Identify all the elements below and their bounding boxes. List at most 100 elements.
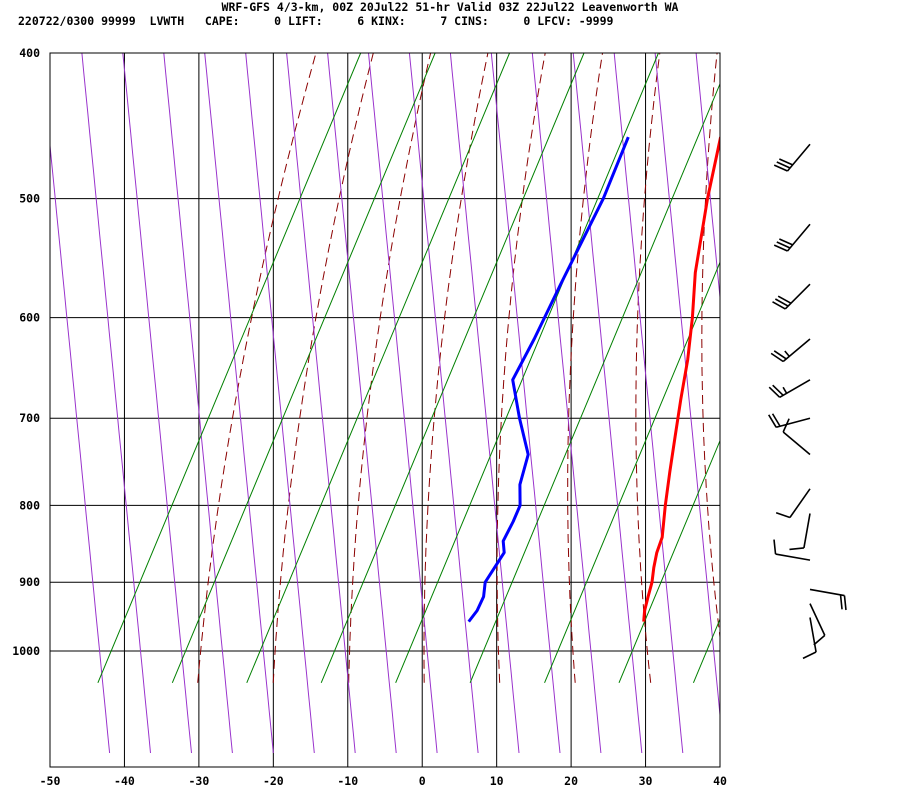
- y-tick-label: 500: [19, 192, 40, 206]
- wind-barb-flag: [768, 414, 777, 428]
- wind-barb-flag: [779, 158, 793, 166]
- dry-adiabat-line: [701, 53, 720, 642]
- wind-barb-staff: [779, 379, 811, 399]
- wind-barb-flag: [776, 161, 791, 169]
- moist-adiabat-line: [204, 53, 274, 754]
- x-tick-label: 40: [713, 774, 727, 788]
- moist-adiabat-line: [408, 53, 479, 754]
- mixing-ratio-line: [395, 53, 659, 684]
- x-tick-label: -30: [188, 774, 209, 788]
- wind-barb-staff: [786, 143, 811, 172]
- chart-title: WRF-GFS 4/3-km, 00Z 20Jul22 51-hr Valid …: [221, 0, 679, 14]
- dewpoint-profile: [467, 136, 630, 623]
- wind-barbs: [768, 143, 847, 660]
- wind-barb-flag: [776, 241, 791, 249]
- moist-adiabat-line: [368, 53, 438, 754]
- y-tick-label: 900: [19, 575, 40, 589]
- mixing-ratio-line: [692, 617, 720, 684]
- axis-ticks: -50 -40 -30 -20 -10 0 10 20 30 40 400 500 600 700 800 9…: [12, 46, 727, 788]
- mixing-ratio-line: [320, 53, 585, 684]
- wind-barb-staff: [789, 488, 811, 518]
- mixing-ratio-line: [544, 261, 720, 684]
- dry-adiabat-line: [423, 53, 489, 683]
- temperature-profile: [642, 136, 720, 622]
- wind-barb-staff: [809, 603, 826, 636]
- wind-barb-flag: [773, 350, 787, 360]
- moist-adiabat-line: [81, 53, 151, 754]
- wind-barb-flag: [770, 352, 784, 363]
- moist-adiabat-line: [50, 140, 111, 754]
- dry-adiabat-line: [766, 53, 802, 683]
- plot-frame: [49, 52, 721, 768]
- wind-barb-flag: [784, 350, 790, 357]
- wind-barb-staff: [809, 617, 817, 653]
- y-tick-label: 600: [19, 311, 40, 325]
- wind-barb-staff: [786, 223, 811, 252]
- moist-adiabat-line: [695, 53, 720, 303]
- dry-adiabat-line: [828, 53, 877, 683]
- wind-barb-flag: [774, 298, 789, 307]
- wind-barb-staff: [809, 588, 845, 597]
- profiles: [467, 136, 720, 623]
- moist-adiabat-line: [163, 53, 233, 754]
- mixing-ratio-line: [618, 439, 720, 684]
- wind-barb-flag: [782, 386, 788, 394]
- background-lines: [50, 53, 900, 754]
- wind-barb-flag: [779, 238, 793, 246]
- dry-adiabat-line: [197, 53, 317, 683]
- sounding-stats: 220722/0300 99999 LVWTH CAPE: 0 LIFT: 6 …: [18, 14, 614, 28]
- wind-barb-flag: [775, 512, 791, 519]
- wind-barb-flag: [771, 413, 781, 427]
- wind-barb-flag: [789, 547, 805, 551]
- moist-adiabat-line: [572, 53, 643, 754]
- x-tick-label: 20: [564, 774, 578, 788]
- wind-barb-flag: [839, 594, 843, 610]
- moist-adiabat-line: [327, 53, 397, 754]
- mixing-ratio-line: [469, 82, 720, 684]
- x-tick-label: 0: [419, 774, 426, 788]
- wind-barb-flag: [802, 651, 817, 660]
- dry-adiabat-line: [567, 53, 603, 683]
- dry-adiabat-line: [888, 53, 900, 683]
- wind-barb-staff: [775, 553, 811, 561]
- y-tick-label: 1000: [12, 644, 40, 658]
- wind-barb-flag: [768, 386, 781, 398]
- wind-barb-flag: [773, 539, 777, 555]
- wind-barb-flag: [772, 384, 784, 396]
- x-tick-label: 30: [639, 774, 653, 788]
- y-tick-label: 400: [19, 46, 40, 60]
- wind-barb-flag: [773, 244, 788, 252]
- wind-barb-staff: [803, 513, 811, 549]
- wind-barb-flag: [773, 164, 788, 172]
- x-tick-label: -50: [40, 774, 61, 788]
- wind-barb-staff: [782, 431, 811, 456]
- y-tick-label: 700: [19, 411, 40, 425]
- wind-barb-flag: [782, 418, 790, 433]
- wind-barb-flag: [813, 634, 826, 646]
- y-tick-label: 800: [19, 498, 40, 512]
- moist-adiabat-line: [286, 53, 356, 754]
- moist-adiabat-line: [737, 53, 806, 753]
- mixing-ratio-line: [842, 53, 900, 683]
- moist-adiabat-line: [613, 53, 684, 754]
- wind-barb-flag: [777, 295, 792, 304]
- wind-barb-flag: [772, 301, 786, 310]
- wind-barb-staff: [775, 417, 811, 429]
- dry-adiabat-line: [635, 53, 661, 683]
- moist-adiabat-line: [490, 53, 561, 754]
- mixing-ratio-line: [768, 53, 900, 683]
- moist-adiabat-line: [245, 53, 315, 754]
- x-tick-label: -10: [337, 774, 358, 788]
- x-tick-label: -40: [114, 774, 135, 788]
- x-tick-label: -20: [263, 774, 284, 788]
- moist-adiabat-line: [449, 53, 520, 754]
- moist-adiabat-line: [531, 53, 602, 754]
- x-tick-label: 10: [490, 774, 504, 788]
- mixing-ratio-line: [246, 53, 511, 684]
- wind-barb-flag: [843, 595, 847, 611]
- wind-barb-staff: [784, 283, 811, 310]
- moist-adiabat-line: [122, 53, 192, 754]
- wind-barb-staff: [782, 338, 811, 363]
- mixing-ratio-line: [171, 53, 436, 684]
